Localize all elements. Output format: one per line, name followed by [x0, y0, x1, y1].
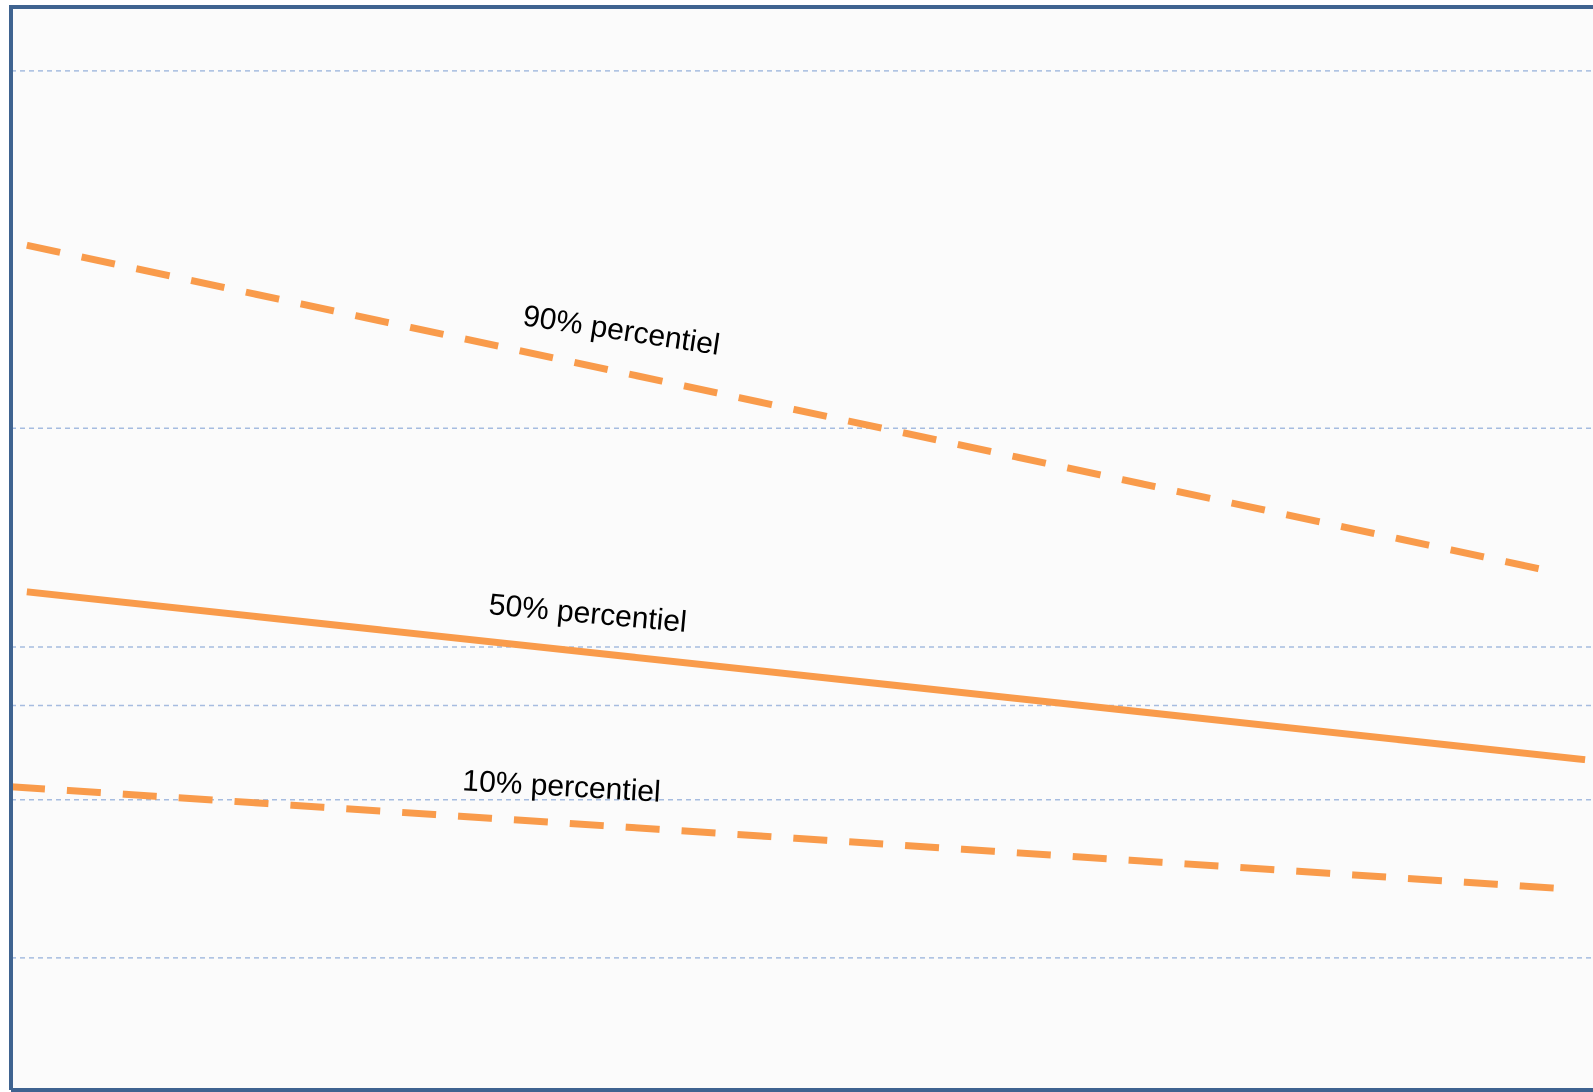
- axis-frame: [9, 5, 1593, 1090]
- series-line-2: [26, 588, 1586, 764]
- series-line-3: [10, 783, 1562, 893]
- series-line-1: [26, 241, 1547, 574]
- gridlines: [11, 70, 1593, 959]
- series-lines: [10, 241, 1586, 893]
- plot-background: [11, 7, 1593, 1090]
